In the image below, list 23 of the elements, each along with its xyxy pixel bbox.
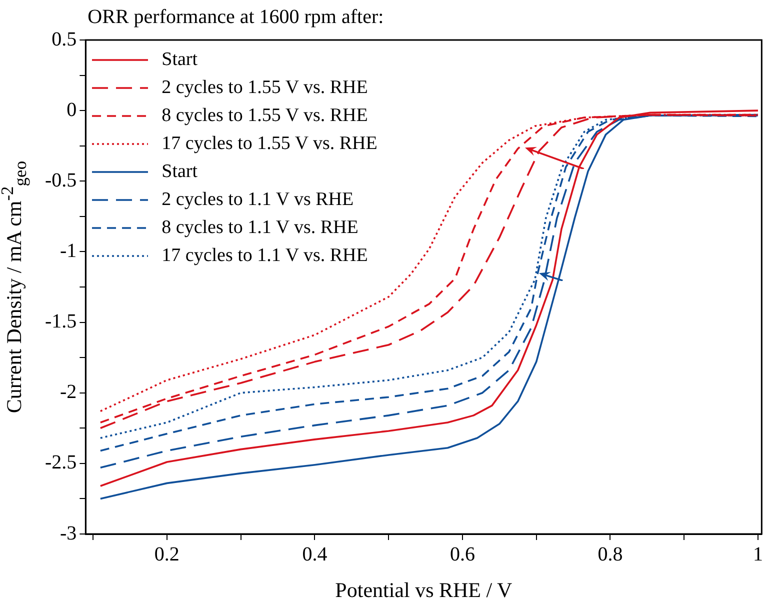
- y-tick-label: 0.5: [52, 28, 77, 50]
- y-tick-label: -0.5: [44, 169, 77, 192]
- y-tick-label: -1.5: [44, 310, 77, 333]
- x-tick-label: 0.6: [450, 543, 475, 566]
- legend-label: 2 cycles to 1.55 V vs. RHE: [162, 77, 368, 99]
- x-tick-label: 0.8: [598, 543, 623, 566]
- y-tick-label: -2: [60, 381, 77, 404]
- y-tick-label: -1: [60, 240, 77, 262]
- legend-label: 2 cycles to 1.1 V vs RHE: [162, 189, 354, 211]
- chart-title: ORR performance at 1600 rpm after:: [88, 6, 384, 29]
- legend-label: 8 cycles to 1.55 V vs. RHE: [162, 105, 368, 127]
- y-tick-label: -3: [60, 522, 77, 544]
- legend-label: Start: [162, 49, 198, 71]
- x-tick-label: 1: [752, 543, 763, 566]
- x-axis-title: Potential vs RHE / V: [335, 578, 512, 603]
- x-tick-label: 0.2: [154, 543, 180, 566]
- legend-label: 17 cycles to 1.1 V vs. RHE: [162, 245, 368, 267]
- y-tick-label: 0: [66, 98, 77, 121]
- y-tick-label: -2.5: [44, 452, 77, 474]
- x-tick-label: 0.4: [302, 543, 328, 566]
- legend-label: Start: [162, 161, 198, 183]
- legend-label: 8 cycles to 1.1 V vs. RHE: [162, 217, 358, 239]
- legend-label: 17 cycles to 1.55 V vs. RHE: [162, 133, 378, 155]
